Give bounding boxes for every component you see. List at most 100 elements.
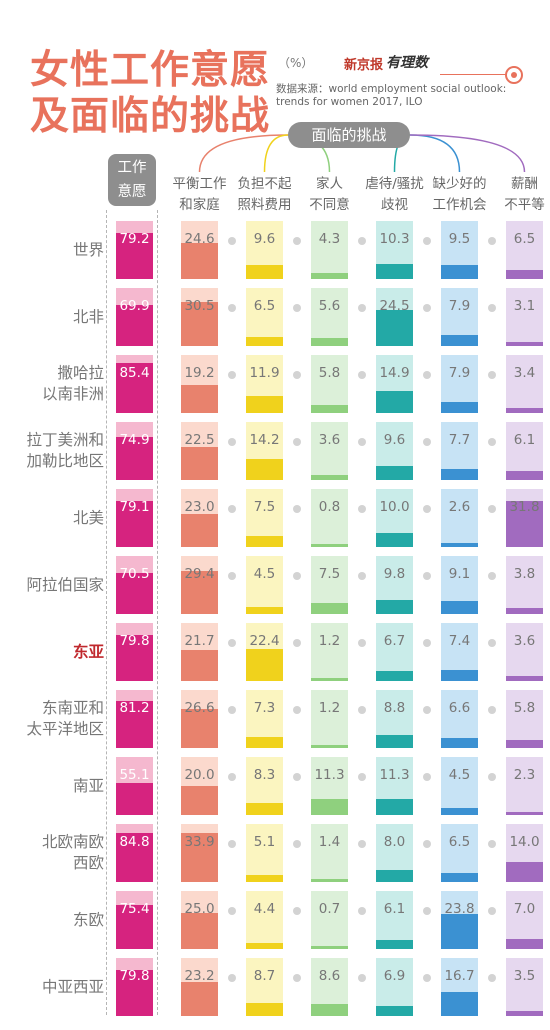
value-bar [506,471,543,480]
row-label-line: 北非 [72,307,104,326]
value-label: 14.0 [509,834,540,850]
title-line-2: 及面临的挑战 [30,94,271,139]
value-bar [376,599,413,614]
value-bar [311,798,348,815]
separator-dot [488,371,496,379]
cell-background [506,422,543,480]
cell-background [376,891,413,949]
value-label: 23.2 [184,968,215,984]
value-bar [181,243,218,279]
value-bar [181,513,218,547]
cell-background [506,623,543,681]
value-bar [506,341,543,346]
value-bar [181,649,218,681]
cell-background [506,221,543,279]
separator-dot [228,773,236,781]
value-label: 24.6 [184,231,215,247]
value-label: 3.8 [513,566,536,582]
value-bar [376,798,413,815]
value-bar [311,337,348,346]
value-label: 22.4 [249,633,280,649]
separator-dot [293,572,301,580]
value-bar [441,265,478,279]
column-header-childcare: 负担不起 照料费用 [232,174,298,216]
value-bar [246,336,283,346]
value-bar [311,946,348,949]
column-header-line: 薪酬 [511,176,538,192]
column-header-jobs: 缺少好的 工作机会 [427,174,493,216]
value-bar [441,808,478,815]
value-label: 8.0 [383,834,406,850]
value-label: 6.9 [383,968,406,984]
value-label: 31.8 [509,499,540,515]
separator-dot [423,907,431,915]
value-label: 23.0 [184,499,215,515]
value-bar [376,940,413,949]
cell-background [506,757,543,815]
cell-background [441,489,478,547]
value-bar [376,1005,413,1016]
cell-background [246,824,283,882]
cell-background [506,288,543,346]
value-bar [506,861,543,882]
separator-dot [488,974,496,982]
value-label: 6.6 [448,700,471,716]
separator-dot [358,974,366,982]
separator-dot [423,706,431,714]
value-bar [506,500,543,547]
value-bar [376,870,413,882]
value-label: 79.1 [119,499,150,515]
will-column-border [106,210,158,1015]
separator-dot [293,773,301,781]
value-bar [116,436,153,480]
value-label: 21.7 [184,633,215,649]
value-label: 30.5 [184,298,215,314]
value-bar [311,1003,348,1016]
target-icon [505,66,523,84]
row-label-line: 拉丁美洲和 [26,431,104,449]
column-header-line: 负担不起 [237,176,292,192]
column-header-line: 虐待/骚扰 [365,176,424,192]
value-bar [506,269,543,279]
separator-dot [358,706,366,714]
value-bar [246,802,283,815]
column-header-line: 不同意 [309,197,350,213]
column-header-line: 和家庭 [179,197,220,213]
value-bar [441,991,478,1016]
separator-dot [228,639,236,647]
value-bar [376,264,413,279]
row-label: 北非 [0,307,104,328]
connector-arc-pay [409,134,526,173]
row-label-line: 南亚 [72,776,104,795]
value-label: 4.5 [253,566,276,582]
value-label: 6.5 [513,231,536,247]
value-bar [376,532,413,547]
separator-dot [293,974,301,982]
title-line-1: 女性工作意愿 [30,48,271,93]
value-bar [441,401,478,413]
value-label: 11.3 [314,767,345,783]
value-label: 14.9 [379,365,410,381]
cell-background [441,824,478,882]
separator-dot [358,840,366,848]
value-label: 8.7 [253,968,276,984]
separator-dot [423,773,431,781]
value-bar [181,912,218,949]
value-bar [116,700,153,748]
cell-background [506,355,543,413]
row-label: 阿拉伯国家 [0,575,104,596]
value-label: 7.3 [253,700,276,716]
row-label-line: 世界 [72,240,104,259]
value-label: 55.1 [119,767,150,783]
column-header-pay: 薪酬 不平等 [492,174,550,216]
value-bar [441,914,478,949]
value-label: 14.2 [249,432,280,448]
cell-background [506,958,543,1016]
separator-dot [358,371,366,379]
value-label: 6.5 [448,834,471,850]
column-header-family: 家人 不同意 [297,174,363,216]
separator-dot [293,840,301,848]
separator-dot [423,974,431,982]
separator-dot [488,572,496,580]
separator-dot [423,304,431,312]
